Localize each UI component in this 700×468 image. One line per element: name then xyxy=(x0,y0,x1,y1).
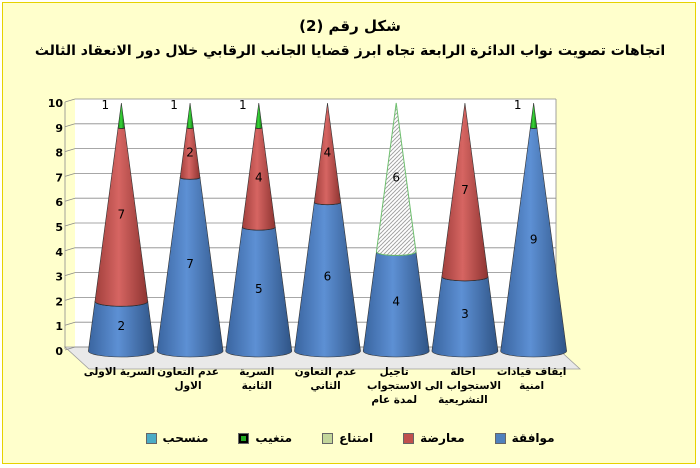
cone-segment xyxy=(375,102,417,256)
cone-segment xyxy=(441,102,489,282)
data-label: 1 xyxy=(170,98,178,112)
cone-chart: 0 1 2 3 4 5 6 7 8 9 10 2 7 1 السرية الاولى 7 2 1 عدم التعا… xyxy=(48,97,582,406)
data-label: 1 xyxy=(102,98,110,112)
gridline-side xyxy=(64,222,76,227)
legend-label: متغيب xyxy=(255,431,293,445)
y-tick-label: 9 xyxy=(55,122,63,135)
x-category-label: تاجيل الاستجواب لمدة عام xyxy=(367,366,421,406)
legend-label: منسحب xyxy=(162,431,209,445)
data-label: 2 xyxy=(118,319,126,333)
data-label: 1 xyxy=(239,98,247,112)
y-tick-label: 3 xyxy=(55,271,63,284)
data-label: 5 xyxy=(255,282,263,296)
cone-segment xyxy=(186,102,194,129)
cone-segment xyxy=(117,102,125,129)
x-category-label: عدم التعاون الثاني xyxy=(295,366,357,392)
data-label: 9 xyxy=(530,232,538,246)
x-category-label: السرية الاولى xyxy=(84,366,155,378)
data-label: 4 xyxy=(255,170,263,184)
y-tick-label: 6 xyxy=(55,196,63,209)
legend-item: منسحب xyxy=(145,425,209,451)
legend-item: امتناع xyxy=(322,425,373,451)
gridline-side xyxy=(64,173,76,177)
x-category-label: عدم التعاون الاول xyxy=(157,366,219,392)
y-tick-label: 2 xyxy=(55,295,63,308)
y-tick-label: 5 xyxy=(55,221,63,234)
y-tick-label: 0 xyxy=(55,345,63,358)
gridline-side xyxy=(64,346,76,351)
data-label: 2 xyxy=(186,146,194,160)
chart-title: شكل رقم (2) xyxy=(299,17,401,35)
legend-swatch xyxy=(145,432,157,444)
x-category-label: احالة الاستجواب الى التشريعية xyxy=(425,366,501,406)
legend-label: موافقة xyxy=(511,431,555,445)
data-label: 1 xyxy=(514,98,522,112)
legend-swatch xyxy=(494,432,506,444)
data-label: 4 xyxy=(392,294,400,308)
gridline-side xyxy=(64,148,76,152)
y-tick-label: 10 xyxy=(48,97,64,110)
legend-label: امتناع xyxy=(339,431,374,445)
data-label: 7 xyxy=(186,257,194,271)
data-label: 6 xyxy=(392,170,400,184)
gridline-side xyxy=(64,98,76,103)
data-label: 3 xyxy=(461,307,469,321)
legend-item: معارضة xyxy=(403,425,465,451)
chart-subtitle: اتجاهات تصويت نواب الدائرة الرابعة تجاه … xyxy=(34,43,666,59)
y-tick-label: 4 xyxy=(55,246,63,259)
gridline-side xyxy=(64,197,76,202)
gridline-side xyxy=(64,297,76,301)
y-tick-label: 1 xyxy=(55,320,63,333)
legend-item: موافقة xyxy=(494,425,555,451)
y-tick-label: 7 xyxy=(55,171,63,184)
gridline-side xyxy=(64,272,76,276)
y-tick-label: 8 xyxy=(55,147,63,160)
cone-segment xyxy=(313,102,342,205)
cone-segment xyxy=(530,102,538,129)
legend-swatch xyxy=(322,432,334,444)
legend-label: معارضة xyxy=(420,431,465,445)
chart-frame: شكل رقم (2) اتجاهات تصويت نواب الدائرة ا… xyxy=(2,2,696,464)
legend-swatch xyxy=(238,432,250,444)
chart-legend: موافقة معارضة امتناع متغيب منسحب xyxy=(3,425,697,451)
data-label: 7 xyxy=(461,183,469,197)
cone-segment xyxy=(255,102,263,129)
data-label: 6 xyxy=(324,270,332,284)
legend-swatch xyxy=(403,432,415,444)
x-category-label: السرية الثانية xyxy=(239,366,274,392)
data-label: 4 xyxy=(324,146,332,160)
data-label: 7 xyxy=(118,208,126,222)
gridline-side xyxy=(64,123,76,128)
legend-item: متغيب xyxy=(238,425,292,451)
gridline-side xyxy=(64,321,76,326)
x-category-label: ايقاف قيادات امنية xyxy=(497,366,567,392)
gridline-side xyxy=(64,247,76,252)
